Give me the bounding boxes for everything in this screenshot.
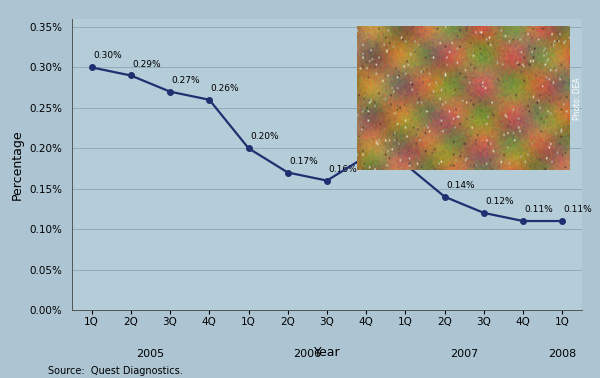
Text: 0.14%: 0.14%: [446, 181, 475, 190]
Text: 0.12%: 0.12%: [485, 197, 514, 206]
Text: 0.16%: 0.16%: [328, 165, 357, 174]
Text: 0.30%: 0.30%: [93, 51, 122, 60]
Text: 2005: 2005: [136, 349, 164, 359]
Text: 2007: 2007: [450, 349, 478, 359]
Text: 0.27%: 0.27%: [172, 76, 200, 85]
Text: 0.11%: 0.11%: [564, 205, 593, 214]
Text: 0.11%: 0.11%: [524, 205, 553, 214]
Text: Source:  Quest Diagnostics.: Source: Quest Diagnostics.: [48, 366, 183, 376]
Text: 2006: 2006: [293, 349, 322, 359]
Text: 0.20%: 0.20%: [250, 132, 278, 141]
Text: 0.18%: 0.18%: [407, 149, 436, 158]
Text: 0.29%: 0.29%: [132, 60, 161, 68]
Y-axis label: Percentage: Percentage: [11, 129, 24, 200]
Text: 2008: 2008: [548, 349, 577, 359]
X-axis label: Year: Year: [314, 346, 340, 359]
Text: 0.19%: 0.19%: [368, 140, 397, 149]
Text: 0.26%: 0.26%: [211, 84, 239, 93]
Text: Photo: DEA: Photo: DEA: [573, 77, 582, 119]
Text: 0.17%: 0.17%: [289, 156, 318, 166]
